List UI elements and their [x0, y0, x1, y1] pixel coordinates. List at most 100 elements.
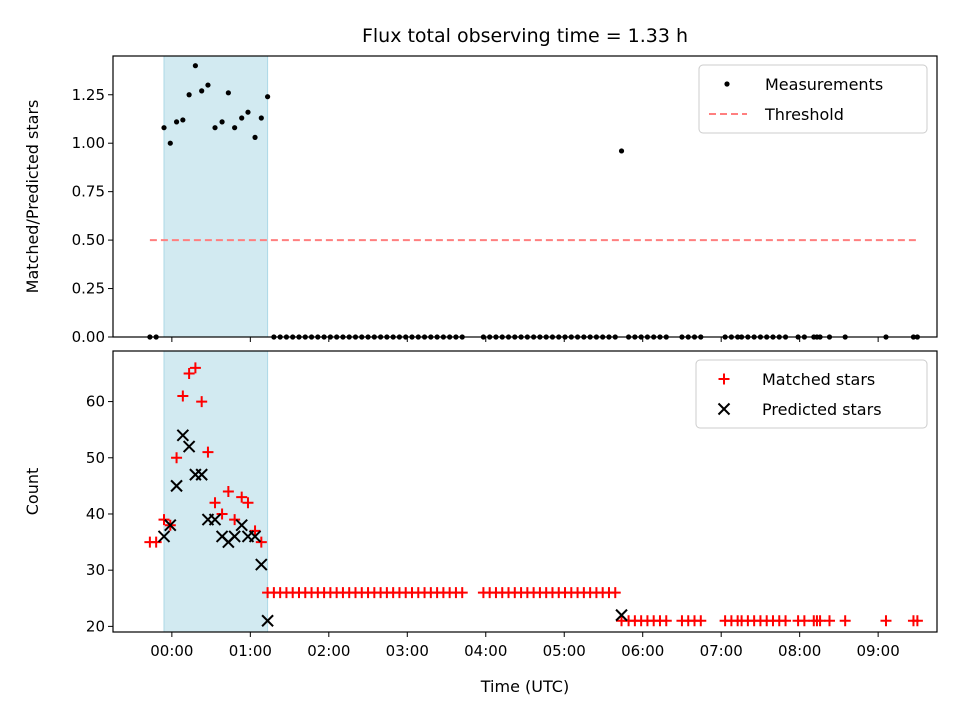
data-point	[208, 513, 222, 526]
legend-swatch	[717, 402, 731, 416]
x-axis-label: Time (UTC)	[480, 677, 569, 696]
data-point	[219, 119, 225, 125]
observing-interval-shade	[163, 55, 269, 338]
data-point	[212, 125, 218, 131]
data-point	[150, 536, 162, 548]
data-point	[823, 615, 835, 627]
data-point	[258, 115, 264, 121]
legend-box	[698, 64, 928, 134]
y-tick-label: 20	[86, 617, 105, 635]
data-point	[264, 94, 271, 100]
y-tick-label: 60	[86, 393, 105, 411]
chart-title: Flux total observing time = 1.33 h	[362, 25, 688, 47]
y-tick-label: 0.75	[72, 183, 105, 201]
data-point	[161, 125, 167, 131]
y-tick-label: 40	[86, 505, 105, 523]
data-point	[609, 587, 621, 599]
data-point	[248, 530, 262, 543]
data-point	[252, 134, 258, 140]
data-point	[186, 92, 192, 98]
y-axis-label: Count	[23, 468, 42, 516]
legend-swatch	[724, 81, 730, 87]
data-point	[171, 452, 183, 464]
data-point	[189, 362, 201, 374]
data-point	[173, 119, 180, 125]
data-point	[176, 429, 190, 442]
data-point	[618, 148, 625, 154]
data-point	[192, 63, 198, 69]
y-tick-label: 0.50	[72, 231, 105, 249]
legend: Matched stars Predicted stars	[695, 359, 928, 429]
x-tick-label: 06:00	[621, 642, 664, 660]
x-tick-label: 04:00	[464, 642, 507, 660]
data-point	[232, 125, 238, 131]
legend-label: Threshold	[764, 105, 844, 124]
ratio-panel: 0.00 0.25 0.50 0.75 1.00 1.25 Matched/Predicte…	[23, 55, 938, 346]
data-point	[195, 468, 208, 481]
data-point	[911, 615, 923, 627]
data-point	[814, 615, 826, 627]
data-point	[660, 615, 672, 627]
data-point	[222, 486, 234, 497]
data-point	[216, 508, 228, 520]
data-point	[177, 390, 189, 402]
data-point	[229, 514, 241, 526]
y-tick-label: 50	[86, 449, 105, 467]
data-point	[239, 115, 245, 121]
legend-label: Predicted stars	[762, 400, 882, 419]
legend: Measurements Threshold	[698, 64, 928, 134]
data-point	[182, 440, 196, 453]
y-tick-label: 0.00	[72, 328, 105, 346]
data-point	[199, 88, 205, 94]
data-point	[798, 615, 810, 627]
data-point	[249, 525, 261, 537]
x-tick-label: 08:00	[778, 642, 821, 660]
series-matched-stars	[144, 362, 923, 627]
data-point	[261, 614, 274, 627]
data-point	[209, 497, 221, 509]
data-point	[236, 491, 248, 503]
data-point	[242, 497, 254, 509]
counts-panel: 20 30 40 50 60 00:00 01:00 02:00 03:00 04:00 05:00…	[23, 350, 938, 660]
y-tick-label: 0.25	[72, 280, 105, 298]
data-point	[235, 519, 248, 532]
x-tick-label: 00:00	[150, 642, 193, 660]
data-point	[245, 109, 251, 115]
legend-box	[695, 359, 928, 429]
data-point	[456, 587, 468, 599]
y-tick-label: 1.25	[72, 86, 105, 104]
observing-interval-shade	[163, 350, 269, 633]
x-tick-label: 07:00	[700, 642, 743, 660]
x-tick-label: 01:00	[229, 642, 272, 660]
y-axis-label: Matched/Predicted stars	[23, 100, 42, 294]
data-point	[880, 615, 892, 627]
data-point	[255, 558, 268, 571]
data-point	[164, 519, 177, 532]
data-point	[202, 446, 214, 458]
data-point	[157, 530, 171, 543]
x-tick-label: 03:00	[386, 642, 429, 660]
axes-frame	[112, 350, 938, 633]
y-tick-label: 30	[86, 561, 105, 579]
legend-label: Matched stars	[762, 370, 875, 389]
legend-label: Measurements	[765, 75, 883, 94]
data-point	[615, 608, 628, 622]
data-point	[170, 479, 183, 493]
series-predicted-stars	[157, 429, 628, 627]
y-tick-label: 1.00	[72, 134, 105, 152]
data-point	[255, 536, 267, 548]
data-point	[228, 530, 241, 543]
data-point	[225, 90, 231, 96]
data-point	[158, 514, 170, 526]
x-tick-label: 09:00	[857, 642, 900, 660]
x-tick-label: 05:00	[543, 642, 586, 660]
data-point	[167, 140, 173, 146]
data-point	[780, 615, 792, 627]
data-point	[695, 615, 707, 627]
data-point	[196, 396, 208, 408]
axes-frame	[112, 55, 938, 338]
data-point	[180, 117, 186, 123]
data-point	[183, 367, 195, 379]
data-point	[839, 615, 851, 627]
